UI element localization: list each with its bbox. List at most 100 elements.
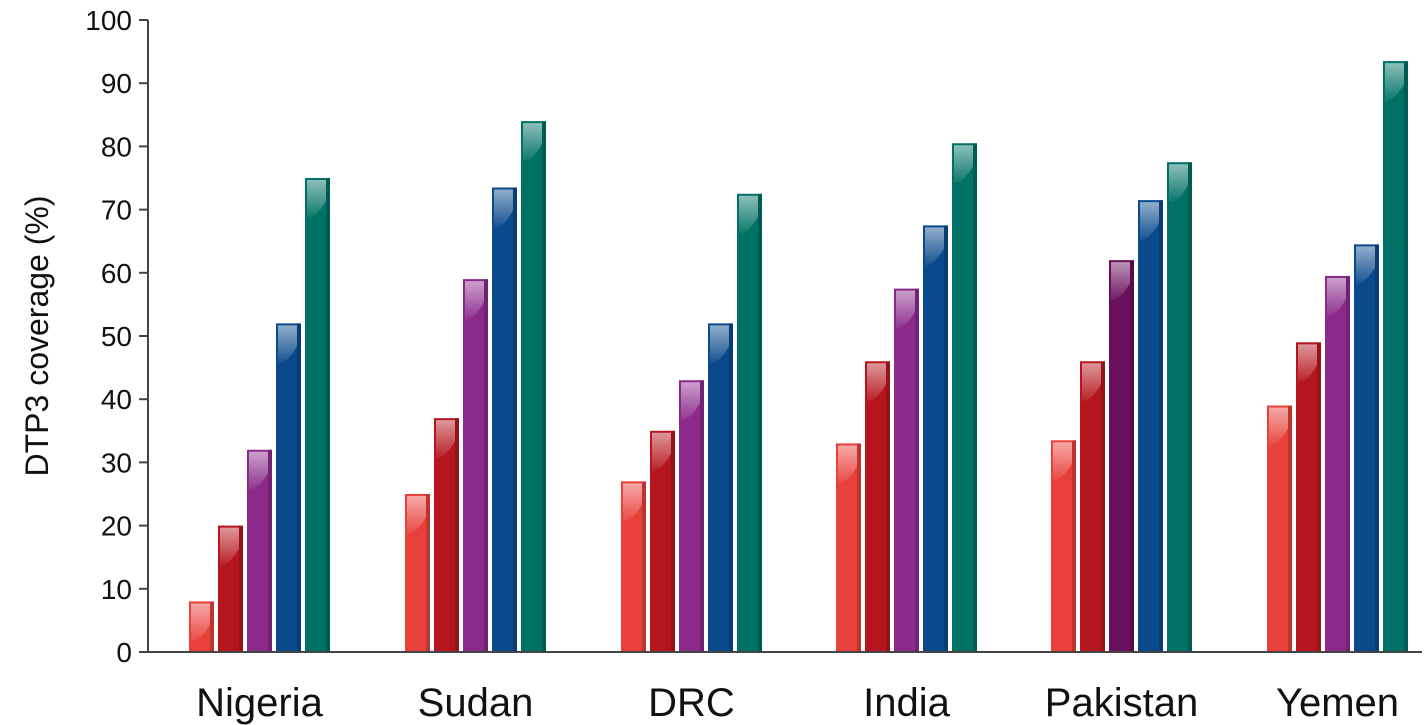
bar-pakistan-series-5 xyxy=(1167,162,1192,652)
bar-shade xyxy=(1404,61,1408,652)
bar-shade xyxy=(239,525,243,652)
bar-shade xyxy=(1072,440,1076,652)
bar-yemen-series-1 xyxy=(1267,405,1292,652)
bar-yemen-series-5 xyxy=(1383,61,1408,652)
category-label-pakistan: Pakistan xyxy=(1045,681,1198,725)
bar-shade xyxy=(1130,260,1134,652)
bar-highlight xyxy=(494,189,513,228)
y-tick-label: 100 xyxy=(85,5,132,36)
bar-shade xyxy=(1317,342,1321,652)
bar-shade xyxy=(944,225,948,652)
bar-shade xyxy=(642,481,646,652)
bar-shade xyxy=(210,601,214,652)
y-axis-title: DTP3 coverage (%) xyxy=(19,196,55,477)
bar-pakistan-series-4 xyxy=(1138,200,1163,652)
bar-shade xyxy=(758,193,762,653)
x-axis-categories: Nigeria Sudan DRC India Pakistan Yemen xyxy=(196,681,1399,725)
category-label-nigeria: Nigeria xyxy=(196,681,323,725)
bar-highlight xyxy=(739,195,758,234)
bar-yemen-series-4 xyxy=(1354,244,1379,653)
bar-shade xyxy=(671,430,675,652)
bar-yemen-series-2 xyxy=(1296,342,1321,652)
bar-nigeria-series-5 xyxy=(305,178,330,652)
category-label-drc: DRC xyxy=(648,681,735,725)
bar-highlight xyxy=(1269,407,1288,446)
bar-shade xyxy=(886,361,890,652)
bar-shade xyxy=(326,178,330,652)
bar-highlight xyxy=(1082,363,1101,402)
bar-sudan-series-5 xyxy=(521,121,546,653)
bar-highlight xyxy=(710,325,729,364)
y-tick-label: 90 xyxy=(101,68,132,99)
bar-drc-series-5 xyxy=(737,193,762,653)
bar-shade xyxy=(1188,162,1192,652)
bar-highlight xyxy=(278,325,297,364)
bar-highlight xyxy=(954,145,973,184)
bar-highlight xyxy=(896,290,915,329)
y-tick-label: 70 xyxy=(101,195,132,226)
bar-shade xyxy=(455,418,459,652)
y-tick-label: 40 xyxy=(101,384,132,415)
y-tick-label: 20 xyxy=(101,511,132,542)
bar-shade xyxy=(484,279,488,652)
bar-highlight xyxy=(1385,63,1404,102)
bar-highlight xyxy=(867,363,886,402)
bar-shade xyxy=(729,323,733,652)
bar-highlight xyxy=(1356,246,1375,285)
y-tick-label: 10 xyxy=(101,574,132,605)
bar-highlight xyxy=(681,382,700,421)
y-tick-label: 60 xyxy=(101,258,132,289)
bar-highlight xyxy=(307,180,326,218)
bar-shade xyxy=(1159,200,1163,652)
bar-shade xyxy=(1288,405,1292,652)
bar-highlight xyxy=(623,483,642,522)
bar-highlight xyxy=(925,227,944,266)
bar-highlight xyxy=(220,527,239,566)
y-tick-label: 30 xyxy=(101,447,132,478)
bar-highlight xyxy=(1111,262,1130,301)
category-label-sudan: Sudan xyxy=(418,681,534,725)
bar-india-series-4 xyxy=(923,225,948,652)
bar-highlight xyxy=(652,432,671,471)
bar-shade xyxy=(542,121,546,653)
bar-highlight xyxy=(838,445,857,484)
bar-drc-series-4 xyxy=(708,323,733,652)
bar-highlight xyxy=(465,281,484,320)
category-label-india: India xyxy=(863,681,950,725)
bar-shade xyxy=(857,443,861,652)
bar-highlight xyxy=(523,123,542,162)
bar-pakistan-series-2 xyxy=(1080,361,1105,652)
bar-shade xyxy=(700,380,704,652)
bar-pakistan-series-3 xyxy=(1109,260,1134,652)
bar-shade xyxy=(268,449,272,652)
bar-highlight xyxy=(1053,442,1072,481)
bar-india-series-3 xyxy=(894,288,919,652)
bar-shade xyxy=(297,323,301,652)
bar-highlight xyxy=(1140,202,1159,241)
y-axis-ticks: 0 10 20 30 40 50 60 70 80 90 100 xyxy=(85,5,148,668)
bar-highlight xyxy=(249,451,268,490)
bar-yemen-series-3 xyxy=(1325,275,1350,652)
bar-shade xyxy=(1346,275,1350,652)
bar-shade xyxy=(513,187,517,653)
bar-highlight xyxy=(191,603,210,642)
category-label-yemen: Yemen xyxy=(1276,681,1399,725)
bar-shade xyxy=(1101,361,1105,652)
bar-india-series-2 xyxy=(865,361,890,652)
y-tick-label: 50 xyxy=(101,321,132,352)
bar-sudan-series-3 xyxy=(463,279,488,652)
bar-highlight xyxy=(407,496,426,534)
y-tick-label: 0 xyxy=(116,637,132,668)
bar-highlight xyxy=(436,420,455,459)
bar-shade xyxy=(426,494,430,652)
bar-sudan-series-4 xyxy=(492,187,517,653)
y-tick-label: 80 xyxy=(101,131,132,162)
bar-shade xyxy=(973,143,977,653)
bar-shade xyxy=(1375,244,1379,653)
bars-group xyxy=(189,61,1408,653)
bar-india-series-5 xyxy=(952,143,977,653)
bar-drc-series-3 xyxy=(679,380,704,652)
bar-nigeria-series-4 xyxy=(276,323,301,652)
bar-highlight xyxy=(1169,164,1188,203)
